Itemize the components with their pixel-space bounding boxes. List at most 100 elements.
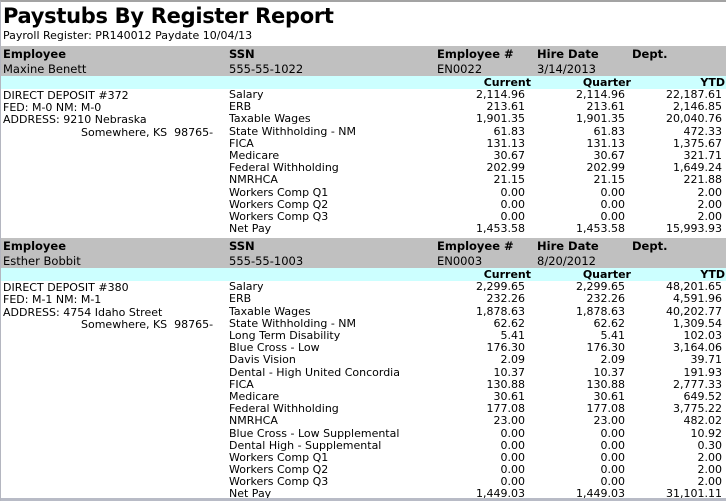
employee-number: EN0022: [437, 62, 483, 76]
pay-item-label: Long Term Disability: [229, 330, 341, 342]
employee-info-line: FED: M-1 NM: M-1: [3, 293, 102, 307]
pay-item-quarter: 1,901.35: [576, 113, 625, 126]
pay-item-row: NMRHCA 23.00 23.00 482.02: [1, 415, 726, 427]
pay-item-ytd: 4,591.96: [673, 293, 722, 306]
pay-item-label: Workers Comp Q2: [229, 464, 329, 477]
pay-item-row: Workers Comp Q1 0.00 0.00 2.00: [1, 452, 726, 464]
pay-item-ytd: 472.33: [683, 125, 723, 138]
pay-item-quarter: 232.26: [586, 293, 626, 306]
employee-number-column: Employee # EN0022: [437, 47, 514, 76]
pay-item-quarter: 2,299.65: [576, 281, 625, 294]
pay-item-current: 176.30: [486, 342, 526, 355]
pay-item-quarter: 1,878.63: [576, 305, 625, 318]
employee-section: Employee Esther Bobbit SSN 555-55-1003 E…: [1, 238, 726, 500]
pay-item-current: 23.00: [493, 415, 526, 428]
pay-item-quarter: 30.61: [593, 390, 626, 403]
pay-item-row: FICA 131.13 131.13 1,375.67: [1, 138, 726, 150]
pay-item-row: FICA 130.88 130.88 2,777.33: [1, 379, 726, 391]
employee-header-bar: Employee Esther Bobbit SSN 555-55-1003 E…: [1, 238, 726, 269]
pay-item-current: 2.09: [500, 354, 526, 367]
pay-item-ytd: 10.92: [690, 427, 723, 440]
pay-item-row: Workers Comp Q2 0.00 0.00 2.00: [1, 464, 726, 476]
pay-item-ytd: 1,309.54: [673, 317, 722, 330]
pay-item-ytd: 15,993.93: [666, 223, 722, 236]
pay-item-current: 213.61: [486, 101, 526, 114]
pay-item-label: Workers Comp Q2: [229, 198, 329, 211]
report-subtitle: Payroll Register: PR140012 Paydate 10/04…: [3, 29, 253, 42]
pay-item-label: Salary: [229, 89, 264, 101]
pay-item-quarter: 177.08: [586, 403, 626, 416]
pay-item-ytd: 3,164.06: [673, 342, 722, 355]
employee-info-city-line: Somewhere, KS 98765-: [81, 317, 214, 331]
pay-item-current: 0.00: [500, 186, 526, 199]
pay-item-row: Workers Comp Q3 0.00 0.00 2.00: [1, 476, 726, 488]
ssn-column-header: SSN: [229, 47, 255, 61]
pay-item-quarter: 1,449.03: [576, 488, 625, 501]
employee-info-line: DIRECT DEPOSIT #372: [3, 89, 129, 102]
pay-item-label: Workers Comp Q1: [229, 451, 329, 464]
pay-item-ytd: 2.00: [697, 451, 723, 464]
dept-column: Dept.: [632, 47, 667, 62]
pay-item-ytd: 31,101.11: [666, 488, 722, 501]
ytd-column-header: YTD: [700, 268, 725, 282]
pay-item-quarter: 0.00: [600, 451, 626, 464]
pay-item-label: Taxable Wages: [229, 305, 311, 318]
pay-item-current: 202.99: [486, 162, 526, 175]
pay-item-current: 62.62: [493, 317, 526, 330]
employee-info-line: ADDRESS: 9210 Nebraska: [3, 113, 147, 127]
employee-name: Esther Bobbit: [3, 254, 81, 269]
employee-column: Employee Esther Bobbit: [3, 239, 81, 268]
pay-item-current: 177.08: [486, 403, 526, 416]
employee-ssn: 555-55-1003: [229, 254, 304, 269]
employee-number: EN0003: [437, 254, 483, 269]
pay-item-ytd: 321.71: [683, 149, 723, 162]
pay-item-current: 10.37: [493, 366, 526, 379]
hire-date-column-header: Hire Date: [537, 47, 599, 61]
pay-item-quarter: 0.00: [600, 198, 626, 211]
pay-item-current: 1,453.58: [476, 223, 525, 236]
employee-number-column: Employee # EN0003: [437, 239, 514, 268]
pay-item-quarter: 2.09: [600, 354, 626, 367]
pay-items: DIRECT DEPOSIT #372 FED: M-0 NM: M-0 ADDRE…: [1, 89, 726, 235]
employee-info-line: DIRECT DEPOSIT #380: [3, 281, 129, 295]
pay-item-quarter: 0.00: [600, 464, 626, 477]
current-column-header: Current: [483, 268, 531, 282]
hire-date-column-header: Hire Date: [537, 239, 599, 254]
pay-item-row: Taxable Wages 1,901.35 1,901.35 20,040.76: [1, 113, 726, 125]
pay-item-row: Net Pay 1,453.58 1,453.58 15,993.93: [1, 223, 726, 235]
pay-item-ytd: 2,777.33: [673, 378, 722, 391]
dept-column-header: Dept.: [632, 47, 668, 61]
pay-item-quarter: 213.61: [586, 101, 626, 114]
pay-item-quarter: 131.13: [586, 137, 626, 150]
bottom-edge-strip: [1, 498, 726, 501]
pay-item-row: Salary 2,299.65 2,299.65 48,201.65: [1, 281, 726, 293]
pay-item-label: Net Pay: [229, 223, 272, 236]
pay-item-label: FICA: [229, 137, 254, 150]
pay-item-current: 61.83: [493, 125, 526, 138]
pay-item-current: 130.88: [486, 378, 526, 391]
pay-item-quarter: 61.83: [593, 125, 626, 138]
report-title: Paystubs By Register Report: [3, 4, 334, 28]
pay-item-label: Taxable Wages: [229, 113, 311, 126]
pay-item-quarter: 176.30: [586, 342, 626, 355]
quarter-column-header: Quarter: [582, 268, 631, 282]
pay-item-label: Medicare: [229, 390, 280, 403]
current-column-header: Current: [483, 76, 531, 89]
pay-item-row: State Withholding - NM 61.83 61.83 472.33: [1, 126, 726, 138]
pay-item-quarter: 0.00: [600, 427, 626, 440]
employee-ssn: 555-55-1022: [229, 62, 304, 76]
employee-hire-date: 8/20/2012: [537, 254, 596, 269]
pay-item-row: Federal Withholding 177.08 177.08 3,775.22: [1, 403, 726, 415]
pay-item-row: Workers Comp Q3 0.00 0.00 2.00: [1, 211, 726, 223]
pay-item-ytd: 2.00: [697, 198, 723, 211]
employee-number-column-header: Employee #: [437, 47, 514, 61]
dept-column-header: Dept.: [632, 239, 668, 254]
pay-item-row: Dental - High United Concordia 10.37 10.37…: [1, 367, 726, 379]
pay-item-label: Federal Withholding: [229, 403, 339, 416]
pay-item-label: Federal Withholding: [229, 162, 339, 175]
ssn-column: SSN 555-55-1003: [229, 239, 303, 268]
pay-item-current: 5.41: [500, 330, 526, 342]
pay-item-ytd: 482.02: [683, 415, 723, 428]
pay-item-row: Taxable Wages 1,878.63 1,878.63 40,202.77: [1, 306, 726, 318]
pay-item-row: Davis Vision 2.09 2.09 39.71: [1, 354, 726, 366]
